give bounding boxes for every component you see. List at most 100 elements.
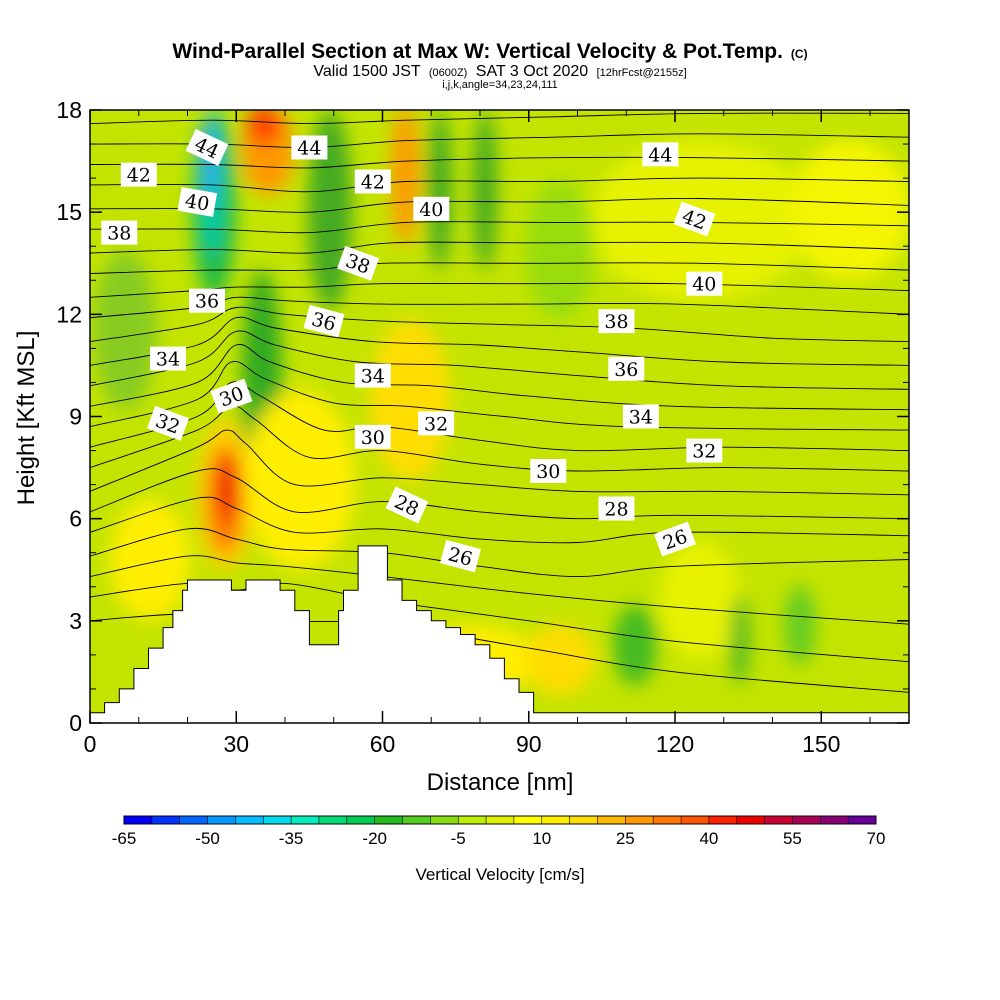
isoline-label: 40	[177, 186, 218, 217]
chart-title: Wind-Parallel Section at Max W: Vertical…	[172, 40, 807, 63]
isoline-label: 26	[653, 521, 697, 557]
isoline-label-box	[177, 186, 218, 217]
isoline-label-box	[608, 356, 645, 381]
isoline-label: 40	[413, 196, 450, 221]
colorbar-swatch	[179, 816, 208, 824]
colorbar-swatch	[625, 816, 654, 824]
y-tick-label: 12	[56, 301, 82, 327]
isoline-label-box	[354, 169, 391, 194]
isoline-label: 38	[101, 220, 138, 245]
downdraft-cell	[784, 585, 816, 665]
terrain-mask	[90, 545, 909, 723]
theta-isoline	[90, 177, 909, 193]
isoline-label: 44	[291, 135, 328, 160]
isoline-label-text: 34	[156, 349, 180, 371]
isoline-label-box	[303, 304, 345, 338]
isoline-label-box	[673, 201, 716, 237]
isoline-label: 34	[150, 346, 186, 371]
downdraft-region	[93, 250, 157, 410]
isoline-label-text: 38	[107, 223, 131, 245]
isoline-label: 32	[418, 411, 455, 436]
downdraft-cell	[730, 595, 750, 685]
theta-isoline	[90, 156, 909, 169]
chart-subtitle: Valid 1500 JST (0600Z) SAT 3 Oct 2020 [1…	[313, 63, 686, 80]
isoline-label-box	[291, 135, 328, 160]
isoline-label-box	[642, 142, 679, 167]
theta-isoline	[90, 221, 909, 234]
y-tick-label: 6	[69, 506, 82, 532]
isoline-label-text: 32	[424, 413, 448, 435]
theta-isoline	[90, 262, 909, 274]
colorbar	[123, 815, 877, 825]
isoline-label: 40	[686, 271, 723, 296]
colorbar-label: -20	[362, 829, 387, 848]
isoline-label-text: 36	[195, 291, 219, 313]
colorbar-swatch	[486, 816, 515, 824]
colorbar-label: 10	[532, 829, 551, 848]
colorbar-label: 25	[616, 829, 635, 848]
colorbar-swatch	[569, 816, 598, 824]
isoline-label-box	[385, 486, 429, 524]
colorbar-swatch	[708, 816, 738, 824]
colorbar-frame	[123, 815, 877, 825]
downdraft-cell	[613, 605, 657, 685]
isoline-label-text: 28	[604, 499, 628, 521]
x-tick-label: 0	[84, 731, 97, 757]
colorbar-label: 70	[867, 829, 886, 848]
x-tick-label: 120	[656, 731, 694, 757]
downdraft-band	[473, 110, 497, 270]
vertical-velocity-field	[93, 110, 909, 695]
isoline-label: 42	[120, 162, 157, 187]
colorbar-label: -5	[451, 829, 466, 848]
colorbar-label: 40	[699, 829, 718, 848]
isoline-label-box	[413, 196, 450, 221]
isoline-label: 36	[608, 356, 645, 381]
colorbar-swatch	[653, 816, 682, 824]
isoline-label-box	[210, 378, 253, 414]
x-tick-label: 150	[802, 731, 840, 757]
isoline-label-box	[120, 162, 157, 187]
y-axis-label: Height [Kft MSL]	[13, 331, 40, 506]
colorbar-swatch	[291, 816, 320, 824]
isoline-label-box	[150, 346, 186, 371]
theta-isoline	[90, 555, 909, 625]
y-tick-label: 0	[69, 710, 82, 736]
y-tick-label: 9	[69, 404, 82, 430]
colorbar-swatch	[848, 816, 877, 824]
chart-subtitle-indices: i,j,k,angle=34,23,24,111	[442, 79, 558, 91]
updraft-region	[790, 140, 909, 280]
isoline-label-text: 44	[648, 144, 672, 166]
colorbar-swatch	[207, 816, 236, 824]
isoline-label-box	[101, 220, 138, 245]
isoline-label-box	[440, 539, 481, 573]
isoline-label: 36	[189, 288, 225, 313]
isoline-label: 30	[530, 459, 567, 483]
colorbar-swatch	[736, 816, 765, 824]
isoline-label-text: 42	[127, 165, 151, 187]
colorbar-swatch	[235, 816, 264, 824]
isoline-label-text: 30	[536, 461, 560, 483]
isoline-label-text: 40	[183, 190, 211, 216]
isoline-label-text: 34	[361, 366, 385, 388]
isoline-label-text: 40	[692, 274, 716, 296]
x-tick-label: 60	[370, 731, 396, 757]
isoline-label: 42	[673, 201, 716, 237]
isoline-label: 28	[598, 496, 635, 521]
updraft-band	[391, 110, 419, 245]
isoline-label: 42	[354, 169, 391, 194]
colorbar-swatch	[263, 816, 292, 824]
colorbar-title: Vertical Velocity [cm/s]	[415, 865, 584, 884]
updraft-region	[660, 540, 740, 660]
isoline-label-box	[354, 424, 391, 449]
colorbar-label: -65	[112, 829, 137, 848]
colorbar-swatch	[430, 816, 459, 824]
updraft-core	[218, 452, 238, 524]
theta-isoline	[90, 429, 909, 496]
isoline-label-text: 36	[614, 359, 638, 381]
isoline-label-box	[354, 363, 391, 388]
colorbar-label: -50	[195, 829, 220, 848]
isoline-label-box	[185, 129, 229, 166]
isoline-label-text: 34	[629, 407, 653, 429]
